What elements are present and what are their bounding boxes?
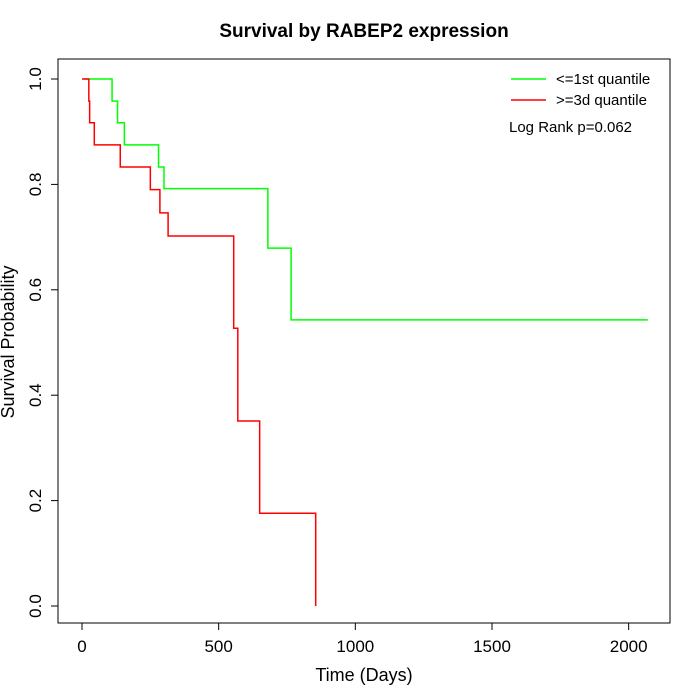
series-layer [82,78,648,606]
y-tick-label: 0.0 [26,594,45,618]
log-rank-annotation: Log Rank p=0.062 [509,119,632,136]
y-axis: 0.0 0.2 0.4 0.6 0.8 1.0 [26,67,59,618]
y-tick-label: 0.8 [26,173,45,197]
y-tick-label: 0.4 [26,383,45,407]
x-tick-label: 1500 [473,637,511,656]
x-tick-label: 1000 [336,637,374,656]
x-axis: 0 500 1000 1500 2000 [77,622,648,656]
chart-title: Survival by RABEP2 expression [219,21,508,42]
legend: <=1st quantile >=3d quantile [511,71,650,109]
y-tick-label: 1.0 [26,67,45,91]
y-tick-label: 0.6 [26,278,45,302]
series-high-line [82,78,317,606]
x-tick-label: 2000 [610,637,648,656]
y-tick-label: 0.2 [26,489,45,513]
plot-area [57,58,671,624]
y-axis-label: Survival Probability [0,265,18,418]
series-low-line [84,78,648,321]
x-tick-label: 500 [204,637,232,656]
legend-label-low: <=1st quantile [556,71,650,88]
x-axis-label: Time (Days) [315,665,412,685]
legend-label-high: >=3d quantile [556,92,647,109]
x-tick-label: 0 [77,637,86,656]
